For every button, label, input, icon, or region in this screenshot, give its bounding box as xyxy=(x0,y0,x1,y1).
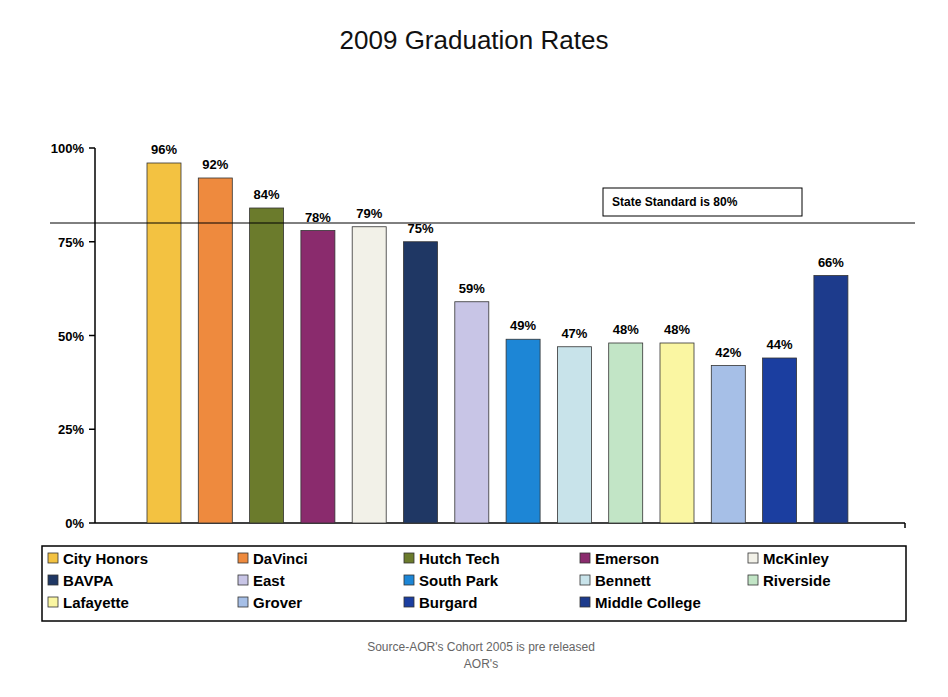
y-tick xyxy=(89,147,95,149)
data-label: 79% xyxy=(356,206,382,221)
y-tick-label: 50% xyxy=(58,329,84,344)
bar xyxy=(557,347,591,523)
legend-label: Riverside xyxy=(763,572,831,589)
legend-swatch xyxy=(48,553,58,563)
y-tick xyxy=(89,241,95,243)
legend-label: Emerson xyxy=(595,550,659,567)
data-label: 96% xyxy=(151,142,177,157)
legend-swatch xyxy=(404,553,414,563)
legend-swatch xyxy=(238,597,248,607)
legend-swatch xyxy=(404,575,414,585)
legend-label: South Park xyxy=(419,572,499,589)
legend-label: City Honors xyxy=(63,550,148,567)
bar xyxy=(814,276,848,524)
legend-label: Lafayette xyxy=(63,594,129,611)
y-tick-label: 25% xyxy=(58,422,84,437)
data-label: 48% xyxy=(613,322,639,337)
legend-label: DaVinci xyxy=(253,550,308,567)
data-label: 44% xyxy=(767,337,793,352)
legend-label: Burgard xyxy=(419,594,477,611)
legend-label: McKinley xyxy=(763,550,830,567)
legend-swatch xyxy=(48,597,58,607)
legend-swatch xyxy=(748,575,758,585)
data-label: 92% xyxy=(202,157,228,172)
legend-swatch xyxy=(238,575,248,585)
legend-label: East xyxy=(253,572,285,589)
y-tick xyxy=(89,335,95,337)
legend-label: Hutch Tech xyxy=(419,550,500,567)
bar xyxy=(198,178,232,523)
background xyxy=(0,0,948,697)
title: 2009 Graduation Rates xyxy=(340,25,609,55)
legend-box xyxy=(42,546,906,621)
source-text: Source-AOR's Cohort 2005 is pre released xyxy=(367,640,595,654)
bar xyxy=(455,302,489,523)
chart: 2009 Graduation Rates 0% 25% 50% 75% 100% 96% 9… xyxy=(0,0,948,697)
bar xyxy=(352,227,386,523)
legend-swatch xyxy=(404,597,414,607)
y-tick xyxy=(89,522,95,524)
legend-label: Bennett xyxy=(595,572,651,589)
bar xyxy=(763,358,797,523)
reference-line xyxy=(50,223,915,224)
bar xyxy=(250,208,284,523)
source-text: AOR's xyxy=(464,657,498,671)
legend-swatch xyxy=(580,597,590,607)
data-label: 78% xyxy=(305,210,331,225)
data-label: 66% xyxy=(818,255,844,270)
legend-label: Grover xyxy=(253,594,302,611)
legend-swatch xyxy=(238,553,248,563)
bar xyxy=(301,231,335,524)
annotation-box xyxy=(603,188,802,216)
bar xyxy=(609,343,643,523)
x-axis-end-tick xyxy=(904,523,906,528)
legend-swatch xyxy=(580,575,590,585)
legend-label: BAVPA xyxy=(63,572,113,589)
y-tick-label: 75% xyxy=(58,235,84,250)
annotation-text: State Standard is 80% xyxy=(612,195,738,209)
y-tick-label: 0% xyxy=(65,516,84,531)
legend-swatch xyxy=(580,553,590,563)
y-tick-label: 100% xyxy=(51,141,85,156)
bar xyxy=(660,343,694,523)
bar xyxy=(147,163,181,523)
bar xyxy=(506,339,540,523)
data-label: 59% xyxy=(459,281,485,296)
legend-swatch xyxy=(748,553,758,563)
data-label: 84% xyxy=(254,187,280,202)
y-tick xyxy=(89,429,95,431)
legend-swatch xyxy=(48,575,58,585)
bar xyxy=(404,242,438,523)
data-label: 47% xyxy=(561,326,587,341)
legend-label: Middle College xyxy=(595,594,701,611)
y-axis xyxy=(94,148,96,523)
data-label: 48% xyxy=(664,322,690,337)
data-label: 42% xyxy=(715,345,741,360)
bar xyxy=(711,366,745,524)
data-label: 49% xyxy=(510,318,536,333)
